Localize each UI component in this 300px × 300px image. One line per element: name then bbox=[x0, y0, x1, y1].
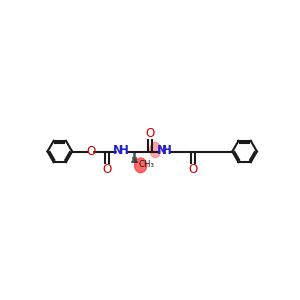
Text: N: N bbox=[113, 144, 123, 157]
Text: O: O bbox=[102, 163, 111, 176]
Text: H: H bbox=[162, 144, 172, 157]
Text: O: O bbox=[188, 163, 198, 176]
Text: N: N bbox=[157, 144, 166, 157]
Text: O: O bbox=[87, 145, 96, 158]
Text: CH₃: CH₃ bbox=[138, 160, 154, 169]
Ellipse shape bbox=[134, 158, 147, 173]
Text: O: O bbox=[145, 127, 154, 140]
Text: H: H bbox=[119, 144, 129, 157]
Ellipse shape bbox=[150, 142, 161, 158]
